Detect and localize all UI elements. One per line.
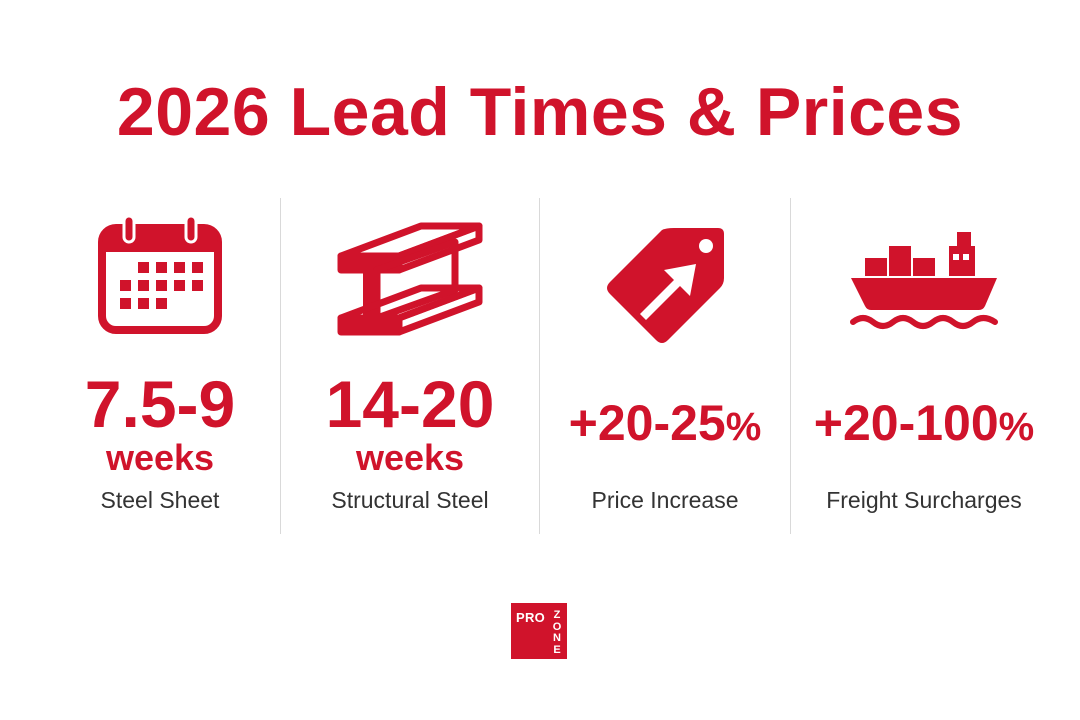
stat-price-increase: +20-25% Price Increase (540, 210, 790, 540)
stat-value: 14-20 (325, 367, 495, 441)
price-tag-arrow-icon (600, 220, 730, 355)
stat-structural-steel: 14-20 weeks Structural Steel (281, 210, 539, 540)
cargo-ship-icon (849, 232, 999, 337)
stat-unit: weeks (105, 437, 215, 478)
stat-label: Steel Sheet (100, 487, 220, 513)
stat-value: 7.5-9 (84, 367, 236, 441)
stat-label: Price Increase (591, 487, 739, 513)
infographic-title: 2026 Lead Times & Prices (116, 74, 964, 150)
stat-unit: weeks (355, 437, 465, 478)
stat-label: Freight Surcharges (826, 487, 1022, 513)
column-divider (539, 198, 540, 534)
logo-text-pro: PRO (516, 610, 546, 625)
stat-freight-surcharges: +20-100% Freight Surcharges (791, 210, 1057, 540)
stat-value-number: +20-100 (813, 395, 999, 451)
logo-letter: E (553, 643, 561, 656)
column-divider (280, 198, 281, 534)
stat-label: Structural Steel (331, 487, 489, 513)
logo-letter: O (552, 620, 562, 633)
stat-steel-sheet: 7.5-9 weeks Steel Sheet (40, 210, 280, 540)
logo-text-zone: Z O N E (551, 609, 563, 656)
calendar-icon (98, 214, 222, 339)
logo-letter: N (553, 632, 561, 644)
stat-value-number: +20-25 (568, 395, 726, 451)
stat-value: +20-25% (540, 393, 790, 457)
stat-value-suffix: % (998, 405, 1035, 449)
prozone-logo: PRO Z O N E (511, 603, 567, 659)
column-divider (790, 198, 791, 534)
stat-value: +20-100% (791, 393, 1057, 457)
stat-value-suffix: % (725, 405, 762, 449)
steel-beam-icon (335, 222, 485, 345)
logo-letter: Z (553, 609, 561, 621)
